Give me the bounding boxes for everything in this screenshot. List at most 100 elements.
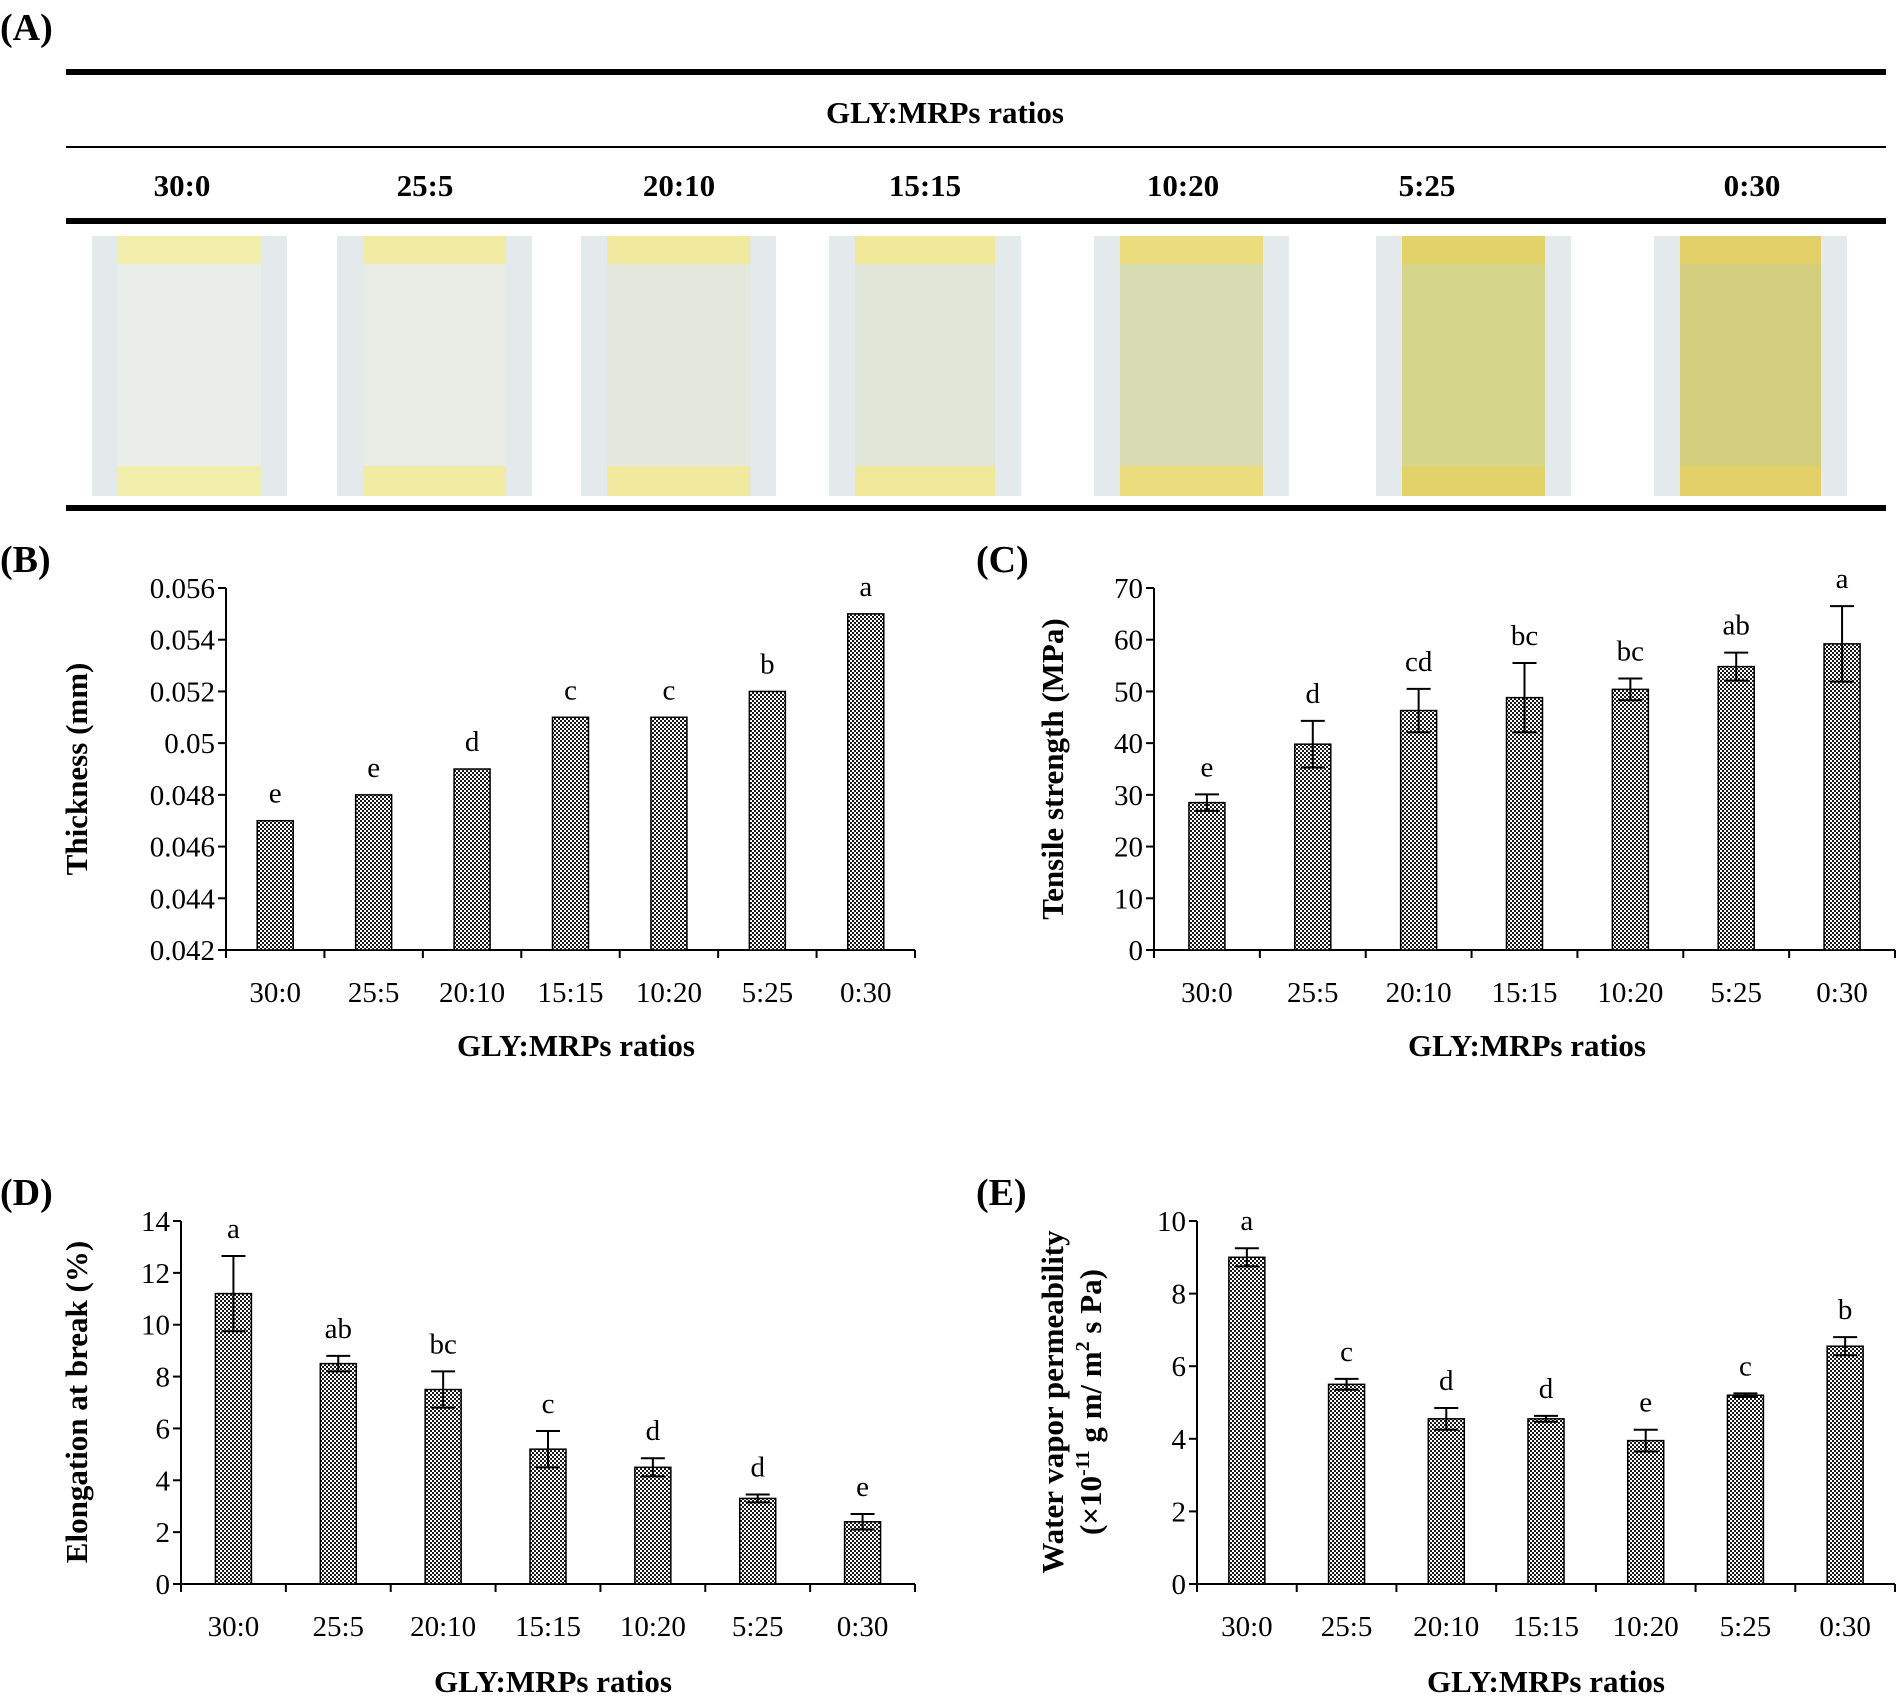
y-tick-label: 0.052 [150, 676, 215, 708]
significance-letter: a [227, 1213, 240, 1245]
x-tick-label: 10:20 [1613, 1611, 1679, 1643]
x-tick-label: 5:25 [1710, 977, 1762, 1009]
film-strip [1680, 236, 1821, 496]
bar-30-0 [256, 819, 294, 951]
bar-15-15 [529, 1448, 567, 1585]
film-top-tape [1402, 236, 1545, 264]
film-top-tape [363, 236, 506, 264]
bar-10-20 [1611, 688, 1650, 951]
x-axis-title: GLY:MRPs ratios [1427, 1664, 1665, 1698]
bar-15-15 [1505, 696, 1544, 951]
significance-letter: d [646, 1415, 661, 1447]
bar-30-0 [214, 1292, 253, 1585]
y-tick-label: 0.042 [150, 935, 215, 967]
significance-letter: ab [1723, 610, 1750, 642]
ratio-label-25-5: 25:5 [397, 168, 454, 203]
ratio-label-0-30: 0:30 [1724, 168, 1781, 203]
top-rule [66, 69, 1886, 75]
y-tick-label: 14 [141, 1206, 171, 1238]
bar-10-20 [634, 1466, 672, 1585]
y-tick-label: 4 [1172, 1424, 1187, 1456]
x-tick-label: 10:20 [1597, 977, 1663, 1009]
bar-0-30 [847, 613, 885, 951]
significance-letter: b [760, 648, 775, 680]
bar-20-10 [1399, 709, 1438, 951]
significance-letter: e [856, 1471, 869, 1503]
ratio-label-row: 30:0 25:5 20:10 15:15 10:20 5:25 0:30 [154, 168, 1781, 203]
ratio-label-30-0: 30:0 [154, 168, 211, 203]
significance-letter: d [465, 726, 480, 758]
significance-letter: d [1439, 1365, 1454, 1397]
film-strip [1402, 236, 1545, 496]
bar-25-5 [354, 794, 393, 951]
x-axis-title: GLY:MRPs ratios [1408, 1028, 1646, 1063]
x-tick-label: 15:15 [537, 977, 603, 1009]
significance-letter: b [1838, 1294, 1853, 1326]
x-tick-label: 0:30 [1816, 977, 1868, 1009]
x-tick-label: 25:5 [348, 977, 400, 1009]
bar-15-15 [1527, 1418, 1565, 1585]
film-bottom-tape [1120, 466, 1263, 496]
y-tick-label: 8 [1172, 1279, 1187, 1311]
x-tick-label: 20:10 [1413, 1611, 1479, 1643]
y-axis-title-line1: Water vapor permeability [1035, 1230, 1070, 1574]
y-tick-label: 4 [156, 1465, 171, 1497]
film-strip [363, 236, 506, 496]
significance-letter: c [1739, 1350, 1752, 1382]
bar-10-20 [650, 716, 688, 951]
bar-0-30 [1823, 643, 1861, 951]
y-axis-title-part: s Pa) [1073, 1269, 1108, 1341]
x-tick-label: 25:5 [1287, 977, 1339, 1009]
x-axis-title: GLY:MRPs ratios [457, 1028, 695, 1063]
y-tick-label: 6 [156, 1413, 171, 1445]
film-top-tape [607, 236, 750, 264]
bottom-rule [66, 505, 1886, 511]
film-sample-20-10 [581, 236, 776, 496]
y-tick-label: 0.056 [150, 573, 215, 605]
significance-letter: e [367, 752, 380, 784]
bar-20-10 [1427, 1418, 1466, 1585]
bar-30-0 [1188, 801, 1226, 951]
significance-letter: d [1306, 678, 1321, 710]
x-tick-label: 5:25 [742, 977, 794, 1009]
x-tick-label: 20:10 [410, 1611, 476, 1643]
x-tick-label: 15:15 [1491, 977, 1557, 1009]
x-tick-label: 25:5 [1321, 1611, 1373, 1643]
panel-label-d: (D) [0, 1172, 53, 1214]
y-tick-label: 0 [156, 1569, 171, 1601]
x-tick-label: 15:15 [1513, 1611, 1579, 1643]
film-sample-5-25 [1376, 236, 1571, 496]
bar-20-10 [424, 1388, 462, 1585]
significance-letter: a [1836, 563, 1849, 595]
x-axis-title: GLY:MRPs ratios [434, 1664, 672, 1698]
significance-letter: d [1539, 1373, 1554, 1405]
y-tick-label: 10 [141, 1310, 170, 1342]
chart-panel-d: (D) 0 2 4 6 8 10 12 14 a 30:0 ab 25:5 bc 20:10 c 15:15 d 1… [0, 1172, 916, 1698]
x-tick-label: 15:15 [515, 1611, 581, 1643]
y-tick-label: 0 [1172, 1569, 1187, 1601]
film-sample-0-30 [1654, 236, 1847, 496]
ratio-label-5-25: 5:25 [1399, 168, 1456, 203]
significance-letter: bc [1617, 636, 1644, 668]
x-tick-label: 0:30 [837, 1611, 889, 1643]
y-tick-label: 70 [1114, 573, 1143, 605]
bar-25-5 [319, 1362, 358, 1585]
y-tick-label: 8 [156, 1362, 171, 1394]
bar-0-30 [843, 1521, 882, 1585]
y-axis-title: Tensile strength (MPa) [1035, 618, 1070, 919]
y-tick-label: 0.054 [150, 625, 216, 657]
y-tick-label: 6 [1172, 1351, 1187, 1383]
x-tick-label: 5:25 [732, 1611, 784, 1643]
x-tick-label: 30:0 [249, 977, 301, 1009]
film-bottom-tape [363, 466, 506, 496]
film-sample-15-15 [829, 236, 1021, 496]
y-tick-label: 10 [1114, 883, 1143, 915]
y-tick-label: 50 [1114, 676, 1143, 708]
film-photo-row [92, 236, 1847, 496]
film-bottom-tape [1402, 466, 1545, 496]
bar-5-25 [1726, 1394, 1765, 1585]
panel-label-c: (C) [976, 539, 1029, 581]
y-axis-title: Thickness (mm) [59, 663, 94, 876]
bar-5-25 [738, 1497, 777, 1585]
